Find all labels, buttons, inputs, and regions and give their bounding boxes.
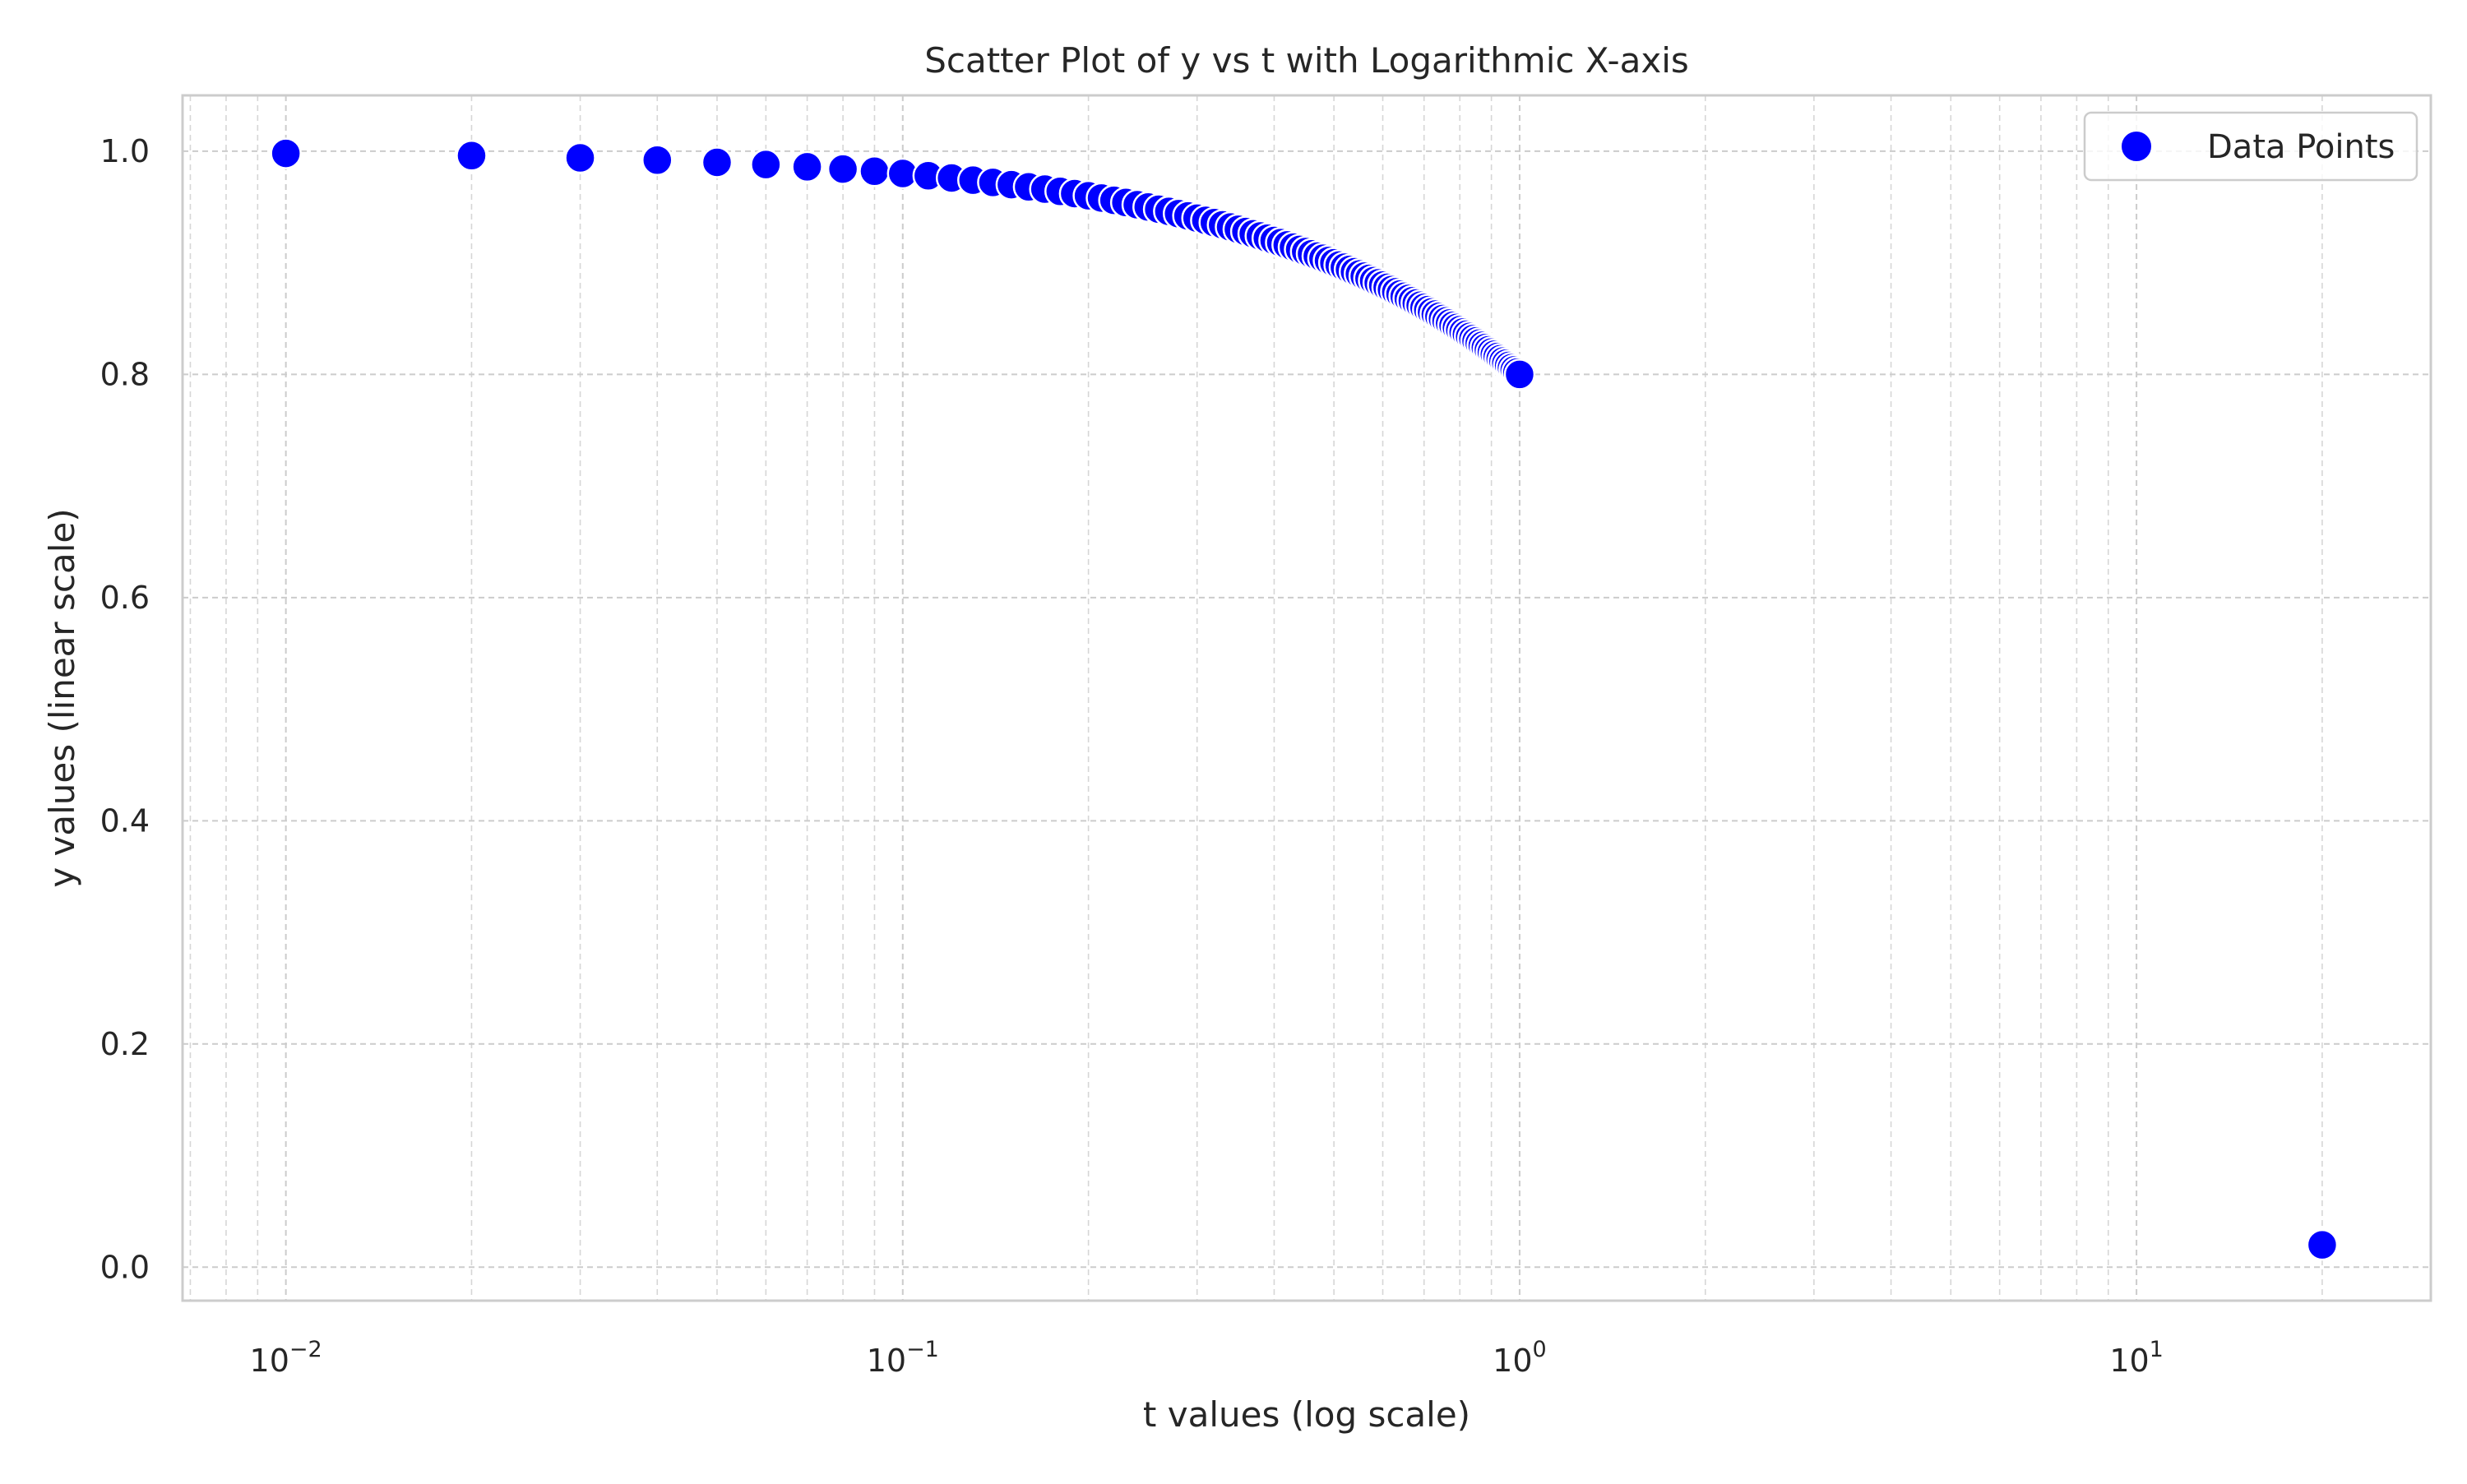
data-points bbox=[270, 137, 2339, 1261]
y-tick-label: 0.8 bbox=[100, 356, 150, 392]
legend: Data Points bbox=[2083, 111, 2418, 182]
data-point bbox=[456, 140, 488, 172]
y-tick-label: 0.0 bbox=[100, 1249, 150, 1285]
legend-label: Data Points bbox=[2207, 128, 2395, 166]
chart-title: Scatter Plot of y vs t with Logarithmic … bbox=[924, 40, 1689, 81]
y-axis-label: y values (linear scale) bbox=[42, 508, 82, 887]
data-point bbox=[1503, 358, 1536, 391]
data-point bbox=[641, 144, 673, 176]
data-point bbox=[564, 141, 596, 174]
data-point bbox=[2306, 1228, 2339, 1261]
x-tick-label: 100 bbox=[1493, 1337, 1547, 1379]
y-axis-ticks: 0.0 0.2 0.4 0.6 0.8 1.0 bbox=[100, 133, 150, 1285]
y-tick-label: 0.4 bbox=[100, 802, 150, 839]
y-tick-label: 1.0 bbox=[100, 133, 150, 169]
major-gridlines bbox=[183, 95, 2431, 1301]
plot-area bbox=[183, 95, 2431, 1301]
data-point bbox=[826, 153, 859, 185]
data-point bbox=[701, 146, 734, 178]
data-point bbox=[750, 148, 782, 181]
legend-box bbox=[2083, 111, 2418, 182]
data-point bbox=[859, 155, 891, 187]
x-tick-label: 101 bbox=[2109, 1337, 2164, 1379]
x-axis-label: t values (log scale) bbox=[1143, 1394, 1470, 1435]
data-point bbox=[270, 137, 302, 169]
x-axis-ticks: 10−2 10−1 100 101 bbox=[250, 1337, 2164, 1379]
x-tick-label: 10−2 bbox=[250, 1337, 322, 1379]
y-tick-label: 0.6 bbox=[100, 580, 150, 616]
legend-marker bbox=[2120, 130, 2153, 163]
data-point bbox=[791, 150, 823, 183]
x-tick-label: 10−1 bbox=[867, 1337, 939, 1379]
plot-frame bbox=[181, 94, 2432, 1302]
y-tick-label: 0.2 bbox=[100, 1026, 150, 1062]
